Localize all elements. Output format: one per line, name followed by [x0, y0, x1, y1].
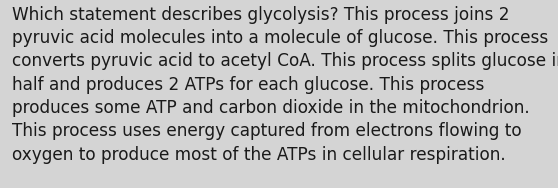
Text: Which statement describes glycolysis? This process joins 2
pyruvic acid molecule: Which statement describes glycolysis? Th… [12, 6, 558, 164]
